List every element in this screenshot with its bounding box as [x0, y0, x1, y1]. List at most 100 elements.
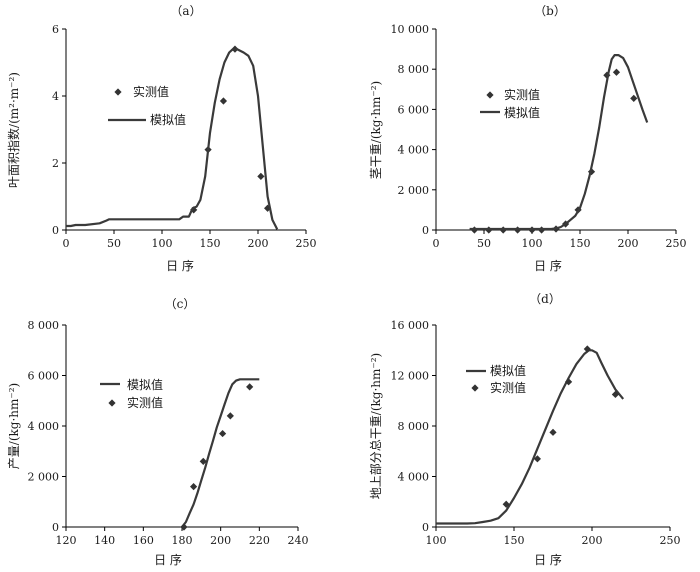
measured-point: [190, 483, 198, 491]
measured-point: [630, 94, 638, 102]
measured-point: [533, 455, 541, 463]
x-tick-label: 150: [504, 534, 525, 547]
x-tick-label: 220: [249, 534, 270, 547]
simulated-line: [181, 378, 260, 528]
y-tick-label: 8 000: [28, 319, 60, 332]
x-tick-label: 200: [582, 534, 603, 547]
x-tick-label: 120: [56, 534, 77, 547]
simulated-line: [436, 349, 625, 525]
legend-marker-diamond: [114, 88, 122, 96]
x-axis-label: 日 序: [154, 552, 182, 567]
x-axis-label: 日 序: [534, 258, 562, 273]
y-tick-label: 16 000: [391, 319, 430, 332]
x-tick-label: 150: [200, 237, 221, 250]
legend-label: 实测值: [133, 84, 169, 99]
x-tick-label: 200: [210, 534, 231, 547]
y-tick-label: 0: [52, 521, 59, 534]
measured-point: [612, 68, 621, 76]
series-measured: [180, 383, 254, 531]
x-tick-label: 250: [660, 534, 681, 547]
chart-title: （c）: [165, 297, 196, 311]
y-axis-label: 地上部分总干重/(kg·hm⁻²): [368, 353, 383, 499]
x-tick-label: 140: [94, 534, 115, 547]
x-tick-label: 200: [248, 237, 269, 250]
chart-panel-a: （a） 0 50 100 150 200 250 0 2 4 6 日 序 叶面积指数/(m²·m⁻²) 实…: [6, 4, 317, 273]
y-axis-label: 产量/(kg·hm⁻²): [7, 383, 21, 469]
legend-label: 实测值: [127, 395, 163, 410]
y-tick-label: 6 000: [398, 103, 430, 116]
x-tick-label: 150: [570, 237, 591, 250]
series-simulated: [66, 47, 279, 230]
legend-marker-diamond: [471, 384, 479, 392]
y-tick-label: 4 000: [28, 420, 60, 433]
measured-point: [199, 457, 207, 465]
measured-point: [264, 204, 272, 212]
y-tick-label: 4: [52, 90, 59, 103]
y-tick-label: 12 000: [391, 370, 430, 383]
measured-point: [611, 390, 619, 399]
simulated-line: [66, 47, 279, 230]
measured-point: [257, 172, 265, 180]
x-tick-label: 0: [433, 237, 440, 250]
chart-title: （a）: [170, 4, 201, 18]
y-tick-label: 2 000: [28, 471, 60, 484]
x-tick-label: 100: [522, 237, 543, 250]
y-tick-label: 2: [52, 157, 59, 170]
y-axis-label: 茎干重/(kg·hm⁻²): [369, 81, 383, 179]
series-measured: [470, 68, 638, 234]
y-tick-label: 0: [422, 521, 429, 534]
series-simulated: [436, 349, 625, 525]
measured-point: [565, 378, 573, 386]
legend-label: 模拟值: [127, 377, 163, 392]
simulated-line: [469, 53, 649, 231]
x-tick-label: 160: [133, 534, 154, 547]
chart-title: （b）: [534, 4, 566, 18]
y-tick-label: 2 000: [398, 184, 430, 197]
y-tick-label: 0: [52, 224, 59, 237]
measured-point: [219, 97, 228, 105]
measured-point: [226, 412, 234, 420]
x-tick-label: 100: [426, 534, 447, 547]
x-tick-label: 250: [296, 237, 317, 250]
y-tick-label: 6: [52, 23, 59, 36]
measured-point: [180, 523, 188, 531]
legend-marker-diamond: [486, 91, 494, 99]
legend-label: 模拟值: [490, 363, 526, 378]
legend-label: 模拟值: [150, 112, 186, 127]
x-tick-label: 100: [152, 237, 173, 250]
y-tick-label: 6 000: [28, 370, 60, 383]
x-tick-label: 0: [63, 237, 70, 250]
legend-label: 模拟值: [504, 105, 540, 120]
x-tick-label: 200: [618, 237, 639, 250]
measured-point: [246, 383, 254, 391]
y-axis-label: 叶面积指数/(m²·m⁻²): [6, 72, 21, 188]
measured-point: [549, 428, 557, 436]
y-tick-label: 10 000: [391, 23, 430, 36]
series-measured: [502, 345, 619, 508]
legend-marker-diamond: [108, 399, 116, 407]
measured-point: [502, 500, 510, 508]
x-axis-label: 日 序: [166, 258, 194, 273]
series-simulated: [469, 53, 649, 231]
measured-point: [219, 429, 227, 438]
chart-title: （d）: [529, 292, 561, 306]
chart-panel-d: （d） 100 150 200 250 0 4 000 8 000 12 000 16 000 日 …: [368, 292, 681, 567]
legend-label: 实测值: [504, 87, 540, 102]
legend-label: 实测值: [490, 380, 526, 395]
x-tick-label: 250: [666, 237, 687, 250]
y-tick-label: 8 000: [398, 63, 430, 76]
measured-point: [583, 345, 591, 353]
x-tick-label: 180: [172, 534, 193, 547]
y-tick-label: 4 000: [398, 144, 430, 157]
x-tick-label: 50: [107, 237, 121, 250]
x-tick-label: 50: [477, 237, 491, 250]
chart-panel-b: （b） 0 50 100 150 200 250 0 2 000 4 000 6 000 8 000 1…: [369, 4, 687, 273]
y-tick-label: 4 000: [398, 471, 430, 484]
y-tick-label: 8 000: [398, 420, 430, 433]
